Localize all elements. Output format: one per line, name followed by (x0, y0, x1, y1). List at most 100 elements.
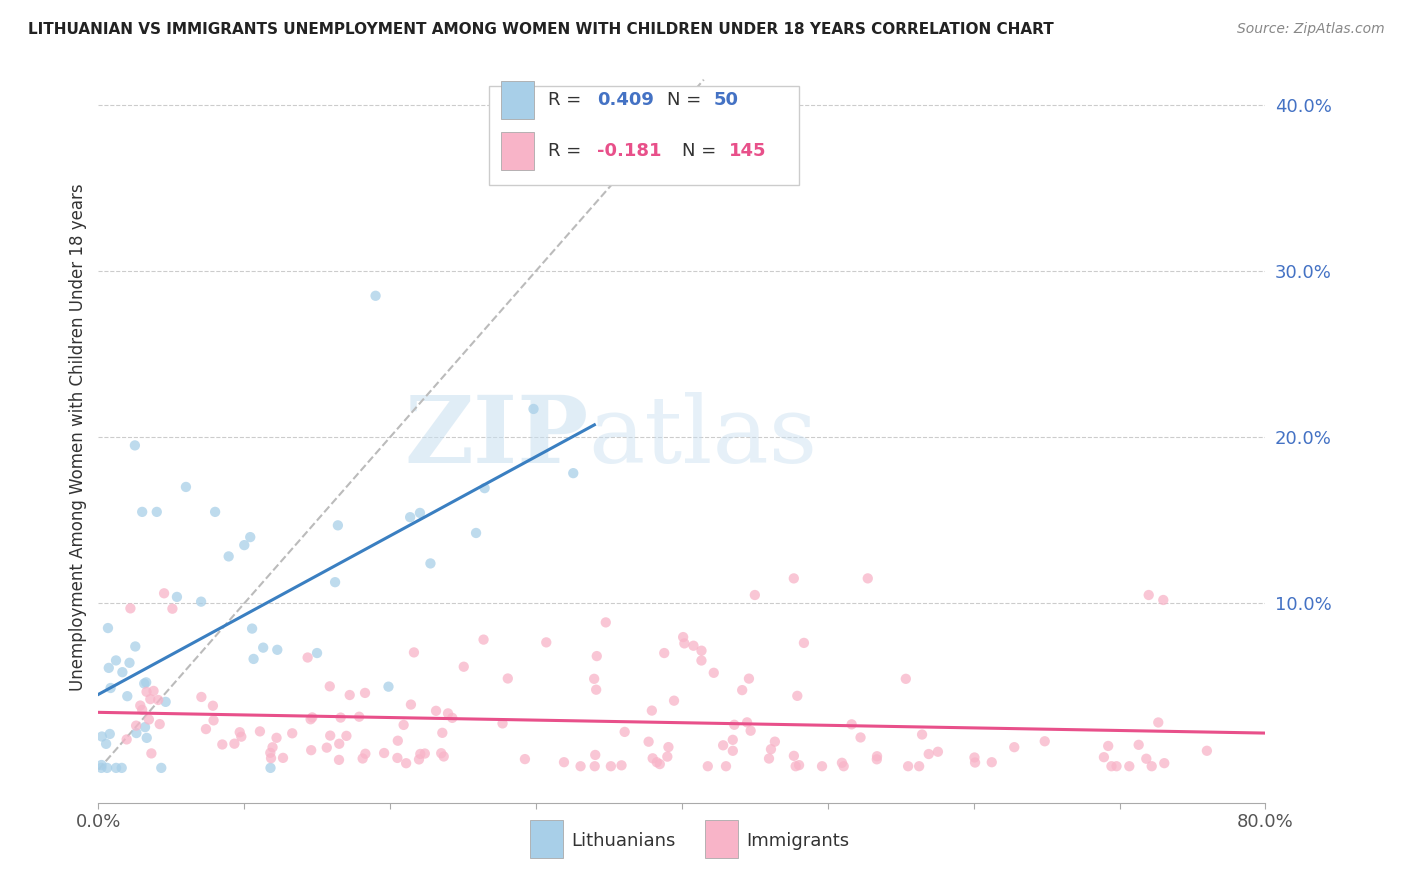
Point (441, 711, 464, 725)
Point (735, 715, 758, 730)
Point (1195, 744, 1218, 758)
Point (911, 727, 934, 741)
Point (413, 747, 436, 761)
Bar (489, 86, 799, 185)
Point (522, 401, 544, 416)
Point (831, 756, 853, 770)
Point (299, 712, 322, 726)
Point (319, 729, 342, 743)
Point (231, 730, 253, 744)
Point (1153, 756, 1175, 771)
Point (465, 526, 488, 541)
Point (1135, 752, 1157, 766)
Text: Source: ZipAtlas.com: Source: ZipAtlas.com (1237, 22, 1385, 37)
Point (90, 758, 112, 772)
Point (364, 289, 387, 303)
Bar (501, 132, 534, 170)
Point (832, 759, 855, 773)
Point (763, 734, 786, 748)
Text: Lithuanians: Lithuanians (571, 832, 675, 850)
Point (125, 726, 148, 740)
Point (793, 636, 815, 650)
Point (908, 759, 931, 773)
Point (252, 640, 274, 655)
Point (139, 692, 162, 706)
Point (1118, 759, 1140, 773)
Point (249, 724, 271, 739)
Point (142, 684, 165, 698)
Point (652, 646, 675, 660)
Point (115, 732, 138, 747)
Point (229, 725, 252, 739)
Point (409, 747, 432, 761)
Point (723, 718, 745, 732)
Point (585, 682, 607, 697)
Point (721, 744, 744, 758)
Text: ZIP: ZIP (405, 392, 589, 482)
Point (97, 621, 120, 635)
Point (354, 747, 377, 761)
Point (402, 645, 425, 659)
Point (569, 759, 592, 773)
Point (399, 698, 422, 712)
Point (641, 751, 664, 765)
Point (409, 506, 432, 520)
Point (759, 742, 782, 756)
Point (662, 694, 685, 708)
Point (1092, 750, 1115, 764)
Point (811, 759, 834, 773)
Point (786, 689, 808, 703)
Point (242, 652, 264, 666)
Text: R =: R = (548, 142, 586, 160)
Point (731, 683, 754, 698)
Point (1137, 588, 1160, 602)
Point (783, 748, 806, 763)
Bar (706, 820, 738, 858)
Point (98, 727, 121, 741)
Point (453, 659, 475, 673)
Point (352, 751, 374, 765)
Text: N =: N = (682, 142, 721, 160)
Point (690, 653, 713, 667)
Point (641, 704, 664, 718)
Point (433, 749, 456, 764)
Point (125, 719, 148, 733)
Point (787, 758, 810, 772)
Point (259, 761, 281, 775)
Point (211, 738, 233, 752)
Point (202, 714, 225, 728)
Point (134, 720, 156, 734)
Point (553, 755, 575, 769)
Point (233, 538, 256, 552)
Point (980, 756, 1002, 770)
Bar (530, 820, 562, 858)
Point (97, 661, 120, 675)
Point (963, 750, 986, 764)
Point (1128, 738, 1150, 752)
Point (328, 737, 350, 751)
Point (297, 650, 319, 665)
Point (610, 758, 633, 772)
Point (100, 681, 122, 695)
Point (866, 749, 889, 764)
Point (190, 690, 212, 704)
Point (129, 698, 152, 713)
Point (124, 438, 146, 452)
Point (135, 731, 157, 745)
Point (637, 735, 659, 749)
Point (135, 675, 157, 690)
Text: N =: N = (666, 91, 707, 109)
Point (174, 480, 197, 494)
Point (239, 530, 262, 544)
Point (599, 759, 621, 773)
Point (190, 594, 212, 608)
Point (319, 679, 342, 693)
Point (437, 706, 460, 721)
Point (118, 656, 141, 670)
Text: atlas: atlas (589, 392, 818, 482)
Point (131, 703, 153, 717)
Point (271, 751, 294, 765)
Point (373, 746, 395, 760)
Point (224, 737, 246, 751)
Point (897, 759, 920, 773)
